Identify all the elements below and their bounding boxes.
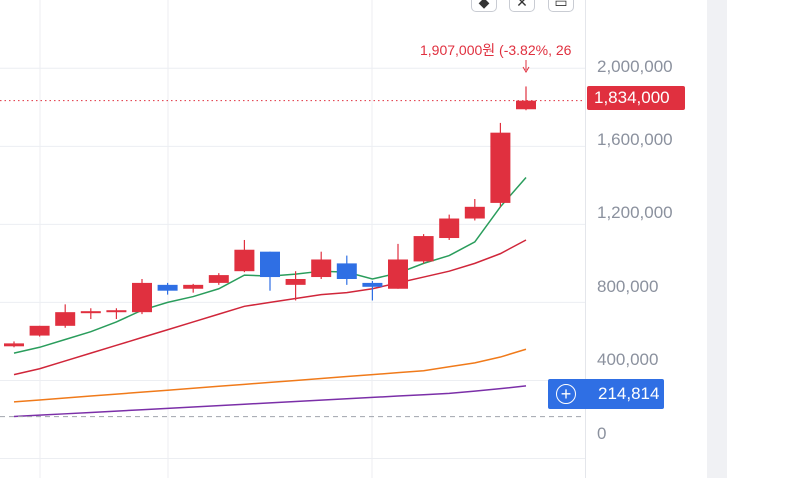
candle-body [311,259,332,278]
candle-body [413,236,434,262]
ma-line [13,385,527,418]
candle-body [29,325,50,336]
candle-body [183,284,204,289]
y-tick-label: 400,000 [597,350,659,369]
ma-line [13,239,527,376]
candle-body [260,251,280,278]
candle-body [336,263,357,279]
annotation-arrow-head [522,66,530,73]
candle-body [516,100,536,110]
candle-body [464,206,485,219]
y-tick-label: 0 [597,424,607,443]
candle-body [106,310,127,313]
ma-line [13,348,527,403]
candle-body [285,278,306,285]
y-tick-label: 1,200,000 [597,203,673,222]
candle-body [55,312,76,326]
y-tick-label: 1,600,000 [597,130,673,149]
add-plus-icon[interactable]: + [556,384,576,404]
peak-annotation: 1,907,000원 (-3.82%, 26 [420,42,572,58]
candle-body [388,259,408,289]
candle-body [439,218,460,239]
candle-body [4,343,24,347]
side-scrollbar[interactable] [707,0,727,478]
y-tick-label: 2,000,000 [597,57,673,76]
candle-body [208,275,229,283]
plot-area[interactable]: 1,907,000원 (-3.82%, 26 ◆ ✕ ▭ [0,0,585,478]
candle-body [132,282,152,313]
candle-body [490,132,511,203]
close-tool-button[interactable]: ✕ [509,0,535,12]
crosshair-price-tag: + 214,814 [548,379,664,409]
right-panel [727,0,800,478]
candle-body [157,284,178,291]
price-chart[interactable] [0,0,585,478]
y-tick-label: 800,000 [597,277,659,296]
crosshair-price-label: 214,814 [598,384,660,403]
last-price-tag: 1,834,000 [587,86,685,110]
settings-tool-button[interactable]: ▭ [548,0,574,12]
candle-body [234,249,255,272]
candle-body [80,311,101,314]
candle-body [362,282,383,287]
draw-tool-button[interactable]: ◆ [471,0,497,12]
